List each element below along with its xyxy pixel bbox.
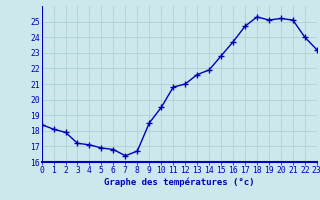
X-axis label: Graphe des températures (°c): Graphe des températures (°c) xyxy=(104,178,254,187)
